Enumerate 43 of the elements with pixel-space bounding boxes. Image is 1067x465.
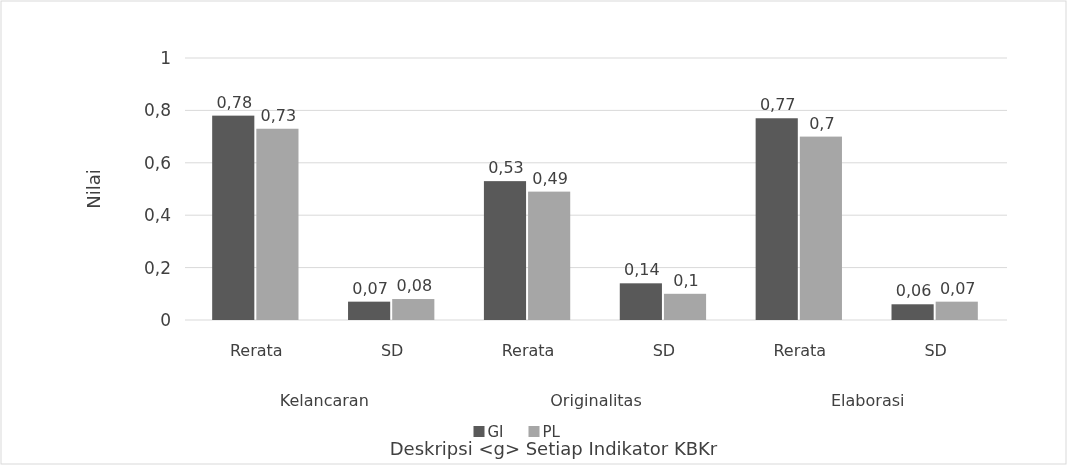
bar — [392, 299, 435, 320]
x-tick-label: SD — [924, 341, 947, 360]
x-tick-label: SD — [380, 341, 404, 360]
y-axis-title: Nilai — [83, 169, 104, 209]
y-tick-label: 0,8 — [143, 100, 171, 121]
bar — [935, 301, 978, 320]
data-label: 0,07 — [352, 278, 388, 298]
bar — [799, 136, 842, 320]
data-label: 0,73 — [260, 105, 297, 125]
x-tick-label: Rerata — [229, 341, 283, 360]
bar — [755, 118, 798, 320]
bar — [891, 304, 934, 320]
text: Kelancaran — [279, 391, 369, 410]
data-label: 0,49 — [532, 168, 568, 188]
y-tick-label: 0,6 — [143, 152, 171, 173]
data-label: 0,78 — [216, 92, 253, 112]
bar — [528, 191, 571, 320]
y-tick-label: 0,4 — [143, 205, 171, 226]
data-label: 0,77 — [759, 95, 796, 115]
legend-label: GI — [487, 422, 504, 441]
y-tick-label: 1 — [160, 47, 171, 68]
legend-label: PL — [542, 422, 561, 441]
bar — [619, 283, 662, 320]
text: Originalitas — [550, 391, 642, 410]
data-label: 0,07 — [939, 278, 976, 298]
data-label: 0,14 — [624, 260, 660, 280]
bar — [348, 301, 391, 320]
text: Deskripsi <g> Setiap Indikator KBKr — [389, 438, 718, 459]
y-tick-label: 0,2 — [143, 257, 171, 278]
x-tick-label: Rerata — [501, 341, 555, 360]
x-tick-label: Rerata — [773, 341, 827, 360]
bar — [483, 181, 527, 320]
x-tick-label: SD — [652, 341, 676, 360]
data-label: 0,06 — [895, 281, 932, 301]
data-label: 0,08 — [396, 276, 433, 296]
bar — [256, 128, 299, 320]
data-label: 0,53 — [488, 158, 524, 178]
bar — [663, 293, 707, 320]
y-tick-label: 0 — [160, 309, 171, 330]
text: Elaborasi — [831, 391, 905, 410]
data-label: 0,7 — [809, 113, 835, 133]
data-label: 0,1 — [673, 270, 699, 290]
bar — [212, 115, 255, 320]
